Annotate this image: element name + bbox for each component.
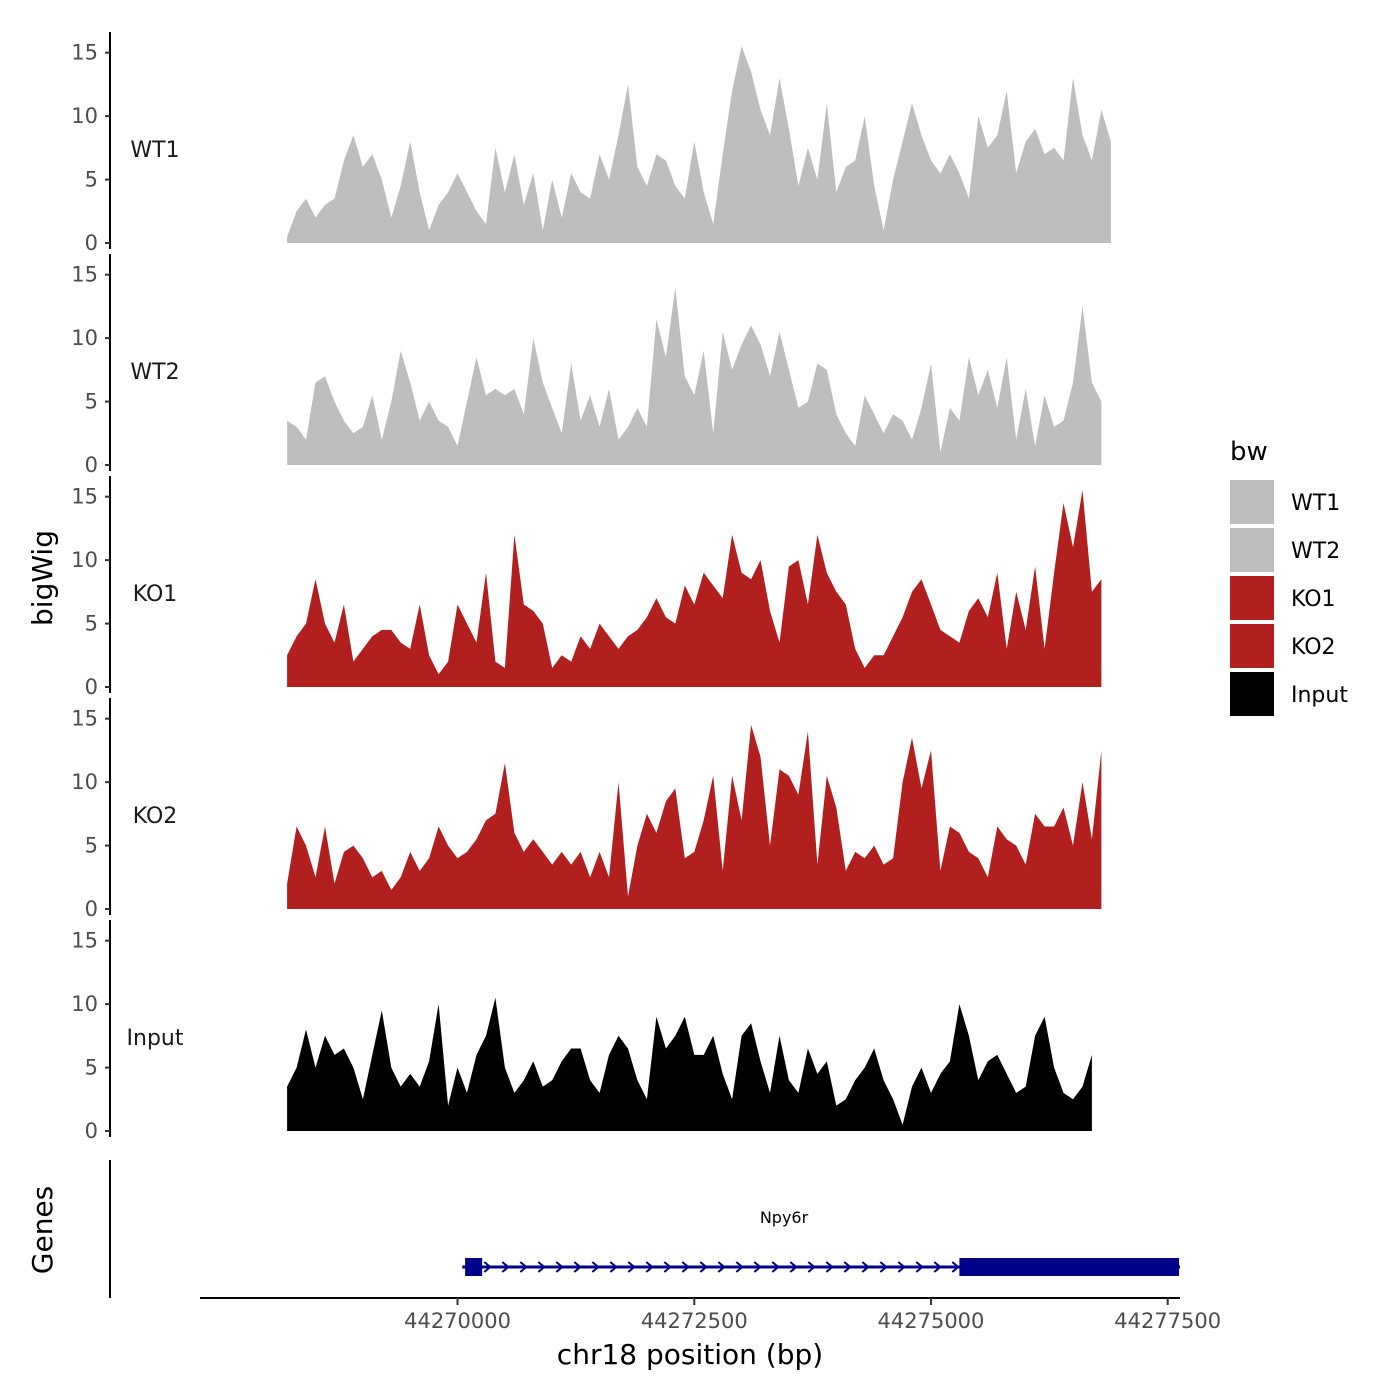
gene-exon-2 [959, 1258, 1180, 1276]
y-tick-label: 5 [85, 834, 98, 858]
y-tick-label: 0 [85, 231, 98, 255]
track-label-ko2: KO2 [133, 804, 178, 829]
track-label-wt1: WT1 [130, 138, 179, 163]
track-label-input: Input [127, 1026, 184, 1051]
y-tick-label: 0 [85, 453, 98, 477]
legend-swatch-ko2 [1230, 624, 1274, 668]
strand-arrow [699, 1261, 708, 1273]
track-wt1: 0 5 10 15 WT1 [71, 32, 1111, 255]
legend-label-ko1: KO1 [1291, 587, 1336, 612]
track-wt2: 0 5 10 15 WT2 [71, 254, 1102, 477]
strand-arrow [717, 1261, 726, 1273]
area-ko1 [287, 490, 1102, 687]
strand-arrow [825, 1261, 834, 1273]
y-tick-label: 10 [71, 104, 98, 128]
x-axis: 44270000 44272500 44275000 44277500 [200, 1297, 1221, 1333]
strand-arrow [519, 1261, 528, 1273]
legend-swatch-ko1 [1230, 576, 1274, 620]
strand-arrow [789, 1261, 798, 1273]
strand-arrow [609, 1261, 618, 1273]
strand-arrow [555, 1261, 564, 1273]
y-tick-label: 15 [71, 929, 98, 953]
y-tick-label: 15 [71, 485, 98, 509]
tracks-layer: 0 5 10 15 WT1 0 5 10 15 WT2 0 5 10 15 KO1 0 5 10 15 KO2 0 5 10… [71, 32, 1111, 1143]
legend-swatch-wt2 [1230, 528, 1274, 572]
strand-arrow [843, 1261, 852, 1273]
strand-arrow [735, 1261, 744, 1273]
strand-arrow [807, 1261, 816, 1273]
x-tick-label: 44275000 [878, 1309, 985, 1333]
strand-arrow [681, 1261, 690, 1273]
y-tick-label: 10 [71, 992, 98, 1016]
x-tick-label: 44277500 [1114, 1309, 1221, 1333]
y-tick-label: 10 [71, 548, 98, 572]
x-tick-label: 44272500 [641, 1309, 748, 1333]
strand-arrow [897, 1261, 906, 1273]
area-ko2 [287, 725, 1102, 909]
gene-exon-1 [465, 1258, 483, 1276]
y-axis-title: bigWig [26, 530, 59, 626]
y-tick-label: 5 [85, 390, 98, 414]
strand-arrow [537, 1261, 546, 1273]
track-label-ko1: KO1 [133, 582, 178, 607]
legend-swatch-wt1 [1230, 480, 1274, 524]
y-tick-label: 5 [85, 168, 98, 192]
track-input: 0 5 10 15 Input [71, 920, 1092, 1143]
strand-arrow [591, 1261, 600, 1273]
area-wt1 [287, 46, 1111, 243]
legend-title: bw [1230, 437, 1268, 467]
strand-arrow [915, 1261, 924, 1273]
y-tick-label: 10 [71, 770, 98, 794]
track-ko1: 0 5 10 15 KO1 [71, 476, 1102, 699]
strand-arrow [663, 1261, 672, 1273]
strand-arrow [861, 1261, 870, 1273]
strand-arrow [483, 1261, 492, 1273]
strand-arrow [771, 1261, 780, 1273]
x-axis-title: chr18 position (bp) [557, 1338, 823, 1371]
legend-label-input: Input [1291, 683, 1348, 708]
gene-layer [109, 1160, 1180, 1298]
y-tick-label: 15 [71, 263, 98, 287]
y-tick-label: 0 [85, 1119, 98, 1143]
strand-arrow [501, 1261, 510, 1273]
strand-arrow [951, 1261, 960, 1273]
area-wt2 [287, 287, 1102, 465]
x-tick-label: 44270000 [404, 1309, 511, 1333]
strand-arrow [573, 1261, 582, 1273]
genes-axis-title: Genes [26, 1186, 59, 1274]
y-tick-label: 15 [71, 41, 98, 65]
strand-arrow [627, 1261, 636, 1273]
strand-arrow [879, 1261, 888, 1273]
y-tick-label: 0 [85, 897, 98, 921]
track-ko2: 0 5 10 15 KO2 [71, 698, 1102, 921]
y-tick-label: 5 [85, 1056, 98, 1080]
strand-arrow [753, 1261, 762, 1273]
area-input [287, 997, 1092, 1131]
legend-swatch-input [1230, 672, 1274, 716]
gene-label: Npy6r [760, 1208, 809, 1227]
legend-label-wt2: WT2 [1291, 539, 1340, 564]
legend: WT1 WT2 KO1 KO2 Input [1230, 480, 1348, 716]
y-tick-label: 0 [85, 675, 98, 699]
strand-arrow [645, 1261, 654, 1273]
legend-label-wt1: WT1 [1291, 491, 1340, 516]
strand-arrow [933, 1261, 942, 1273]
y-tick-label: 5 [85, 612, 98, 636]
legend-label-ko2: KO2 [1291, 635, 1336, 660]
y-tick-label: 10 [71, 326, 98, 350]
track-label-wt2: WT2 [130, 360, 179, 385]
y-tick-label: 15 [71, 707, 98, 731]
